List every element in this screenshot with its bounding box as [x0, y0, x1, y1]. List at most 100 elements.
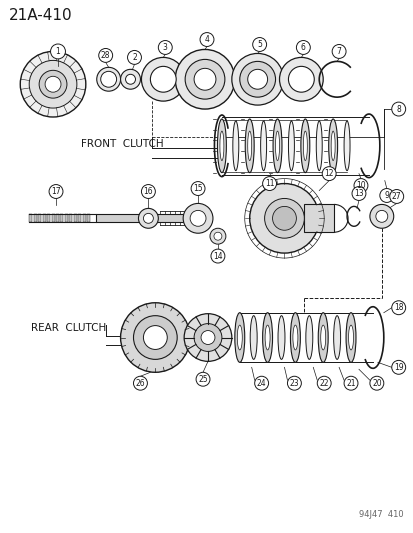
Text: REAR  CLUTCH: REAR CLUTCH: [31, 322, 106, 333]
Ellipse shape: [316, 121, 321, 171]
Ellipse shape: [328, 119, 337, 173]
Ellipse shape: [292, 325, 297, 350]
Ellipse shape: [288, 121, 294, 171]
Circle shape: [50, 44, 65, 59]
Ellipse shape: [264, 325, 269, 350]
Circle shape: [264, 198, 304, 238]
Bar: [74, 214, 77, 222]
Circle shape: [391, 301, 405, 314]
Bar: [60, 214, 63, 222]
Ellipse shape: [262, 313, 272, 362]
Bar: [65, 214, 68, 222]
Text: 4: 4: [204, 35, 209, 44]
Text: 5: 5: [256, 40, 261, 49]
Ellipse shape: [219, 131, 223, 160]
Bar: [56, 214, 59, 222]
Circle shape: [272, 206, 296, 230]
Circle shape: [125, 74, 135, 84]
Circle shape: [20, 52, 85, 117]
Ellipse shape: [303, 131, 306, 160]
Circle shape: [49, 184, 63, 198]
Circle shape: [353, 179, 367, 192]
Circle shape: [201, 330, 214, 344]
Circle shape: [191, 182, 204, 196]
Circle shape: [120, 303, 190, 372]
Circle shape: [391, 102, 405, 116]
Bar: [47, 214, 50, 222]
Ellipse shape: [300, 119, 309, 173]
Text: 19: 19: [393, 363, 403, 372]
Bar: [304, 205, 333, 232]
Circle shape: [120, 69, 140, 89]
Text: 21: 21: [345, 379, 355, 387]
Circle shape: [29, 60, 77, 108]
Bar: [33, 214, 37, 222]
Text: 21A-410: 21A-410: [9, 8, 73, 23]
Circle shape: [150, 66, 176, 92]
Bar: [43, 214, 45, 222]
Text: 94J47  410: 94J47 410: [358, 510, 403, 519]
Ellipse shape: [330, 131, 335, 160]
Circle shape: [138, 208, 158, 228]
Circle shape: [296, 41, 310, 54]
Circle shape: [209, 228, 225, 244]
Ellipse shape: [290, 313, 300, 362]
Ellipse shape: [318, 313, 328, 362]
Text: 17: 17: [51, 187, 61, 196]
Bar: [83, 214, 85, 222]
Circle shape: [100, 71, 116, 87]
Circle shape: [45, 76, 61, 92]
Circle shape: [288, 66, 313, 92]
Circle shape: [343, 376, 357, 390]
Text: 8: 8: [395, 104, 400, 114]
Circle shape: [183, 204, 212, 233]
Text: 22: 22: [319, 379, 328, 387]
Circle shape: [190, 211, 206, 227]
Text: 20: 20: [371, 379, 381, 387]
Ellipse shape: [305, 316, 312, 359]
Circle shape: [375, 211, 387, 222]
Ellipse shape: [278, 316, 284, 359]
Circle shape: [351, 187, 365, 200]
Bar: [95, 214, 190, 222]
Circle shape: [239, 61, 275, 97]
Circle shape: [196, 372, 209, 386]
Circle shape: [185, 59, 224, 99]
Text: 18: 18: [393, 303, 403, 312]
Circle shape: [133, 316, 177, 359]
Text: 7: 7: [336, 47, 341, 56]
Ellipse shape: [343, 121, 349, 171]
Bar: [52, 214, 55, 222]
Circle shape: [141, 58, 185, 101]
Ellipse shape: [249, 316, 256, 359]
Circle shape: [158, 41, 172, 54]
Text: 14: 14: [213, 252, 222, 261]
Bar: [69, 214, 72, 222]
Circle shape: [98, 49, 112, 62]
Text: 25: 25: [198, 375, 207, 384]
Ellipse shape: [345, 313, 355, 362]
Text: 16: 16: [143, 187, 153, 196]
Ellipse shape: [237, 325, 242, 350]
Circle shape: [369, 376, 383, 390]
Text: 3: 3: [162, 43, 167, 52]
Circle shape: [379, 189, 393, 203]
Text: 15: 15: [193, 184, 202, 193]
Text: 11: 11: [264, 179, 274, 188]
Circle shape: [194, 324, 221, 351]
Bar: [38, 214, 41, 222]
Text: 26: 26: [135, 379, 145, 387]
Ellipse shape: [348, 325, 353, 350]
Ellipse shape: [260, 121, 266, 171]
Ellipse shape: [273, 119, 281, 173]
Circle shape: [331, 44, 345, 59]
Circle shape: [175, 50, 234, 109]
Circle shape: [391, 360, 405, 374]
Circle shape: [127, 51, 141, 64]
Bar: [29, 214, 32, 222]
Circle shape: [143, 326, 167, 350]
Circle shape: [143, 213, 153, 223]
Ellipse shape: [234, 313, 244, 362]
Text: 9: 9: [383, 191, 388, 200]
Text: 27: 27: [391, 192, 401, 201]
